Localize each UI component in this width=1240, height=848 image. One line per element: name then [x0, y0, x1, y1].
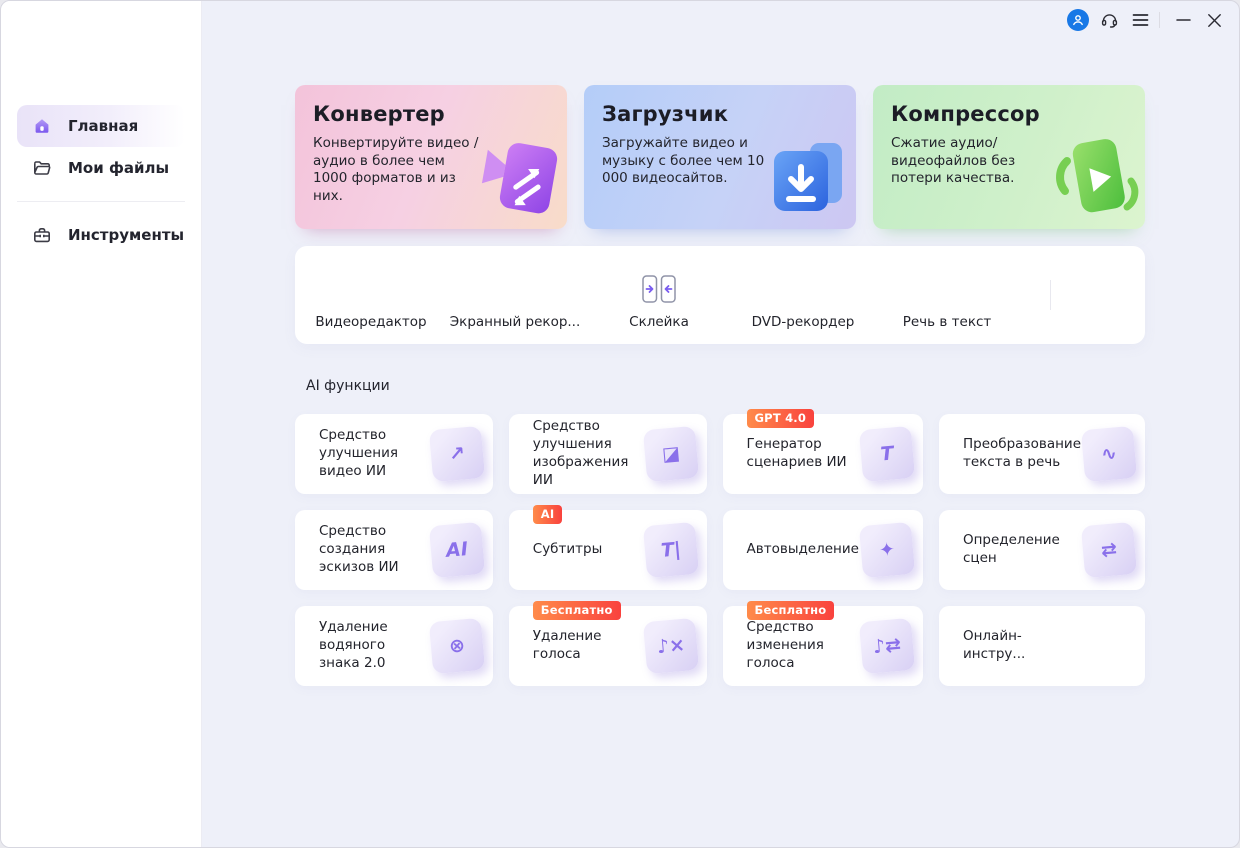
- feature-cards-row: Конвертер Конвертируйте видео / аудио в …: [295, 85, 1145, 229]
- compressor-description: Сжатие аудио/ видеофайлов без потери кач…: [891, 135, 1016, 187]
- ai-card-title: Автовыделение: [746, 541, 859, 558]
- merge-icon: [640, 269, 678, 305]
- ai-card-thumbnail-maker[interactable]: Средство создания эскизов ИИ AI: [295, 510, 493, 590]
- ai-card-script-generator[interactable]: GPT 4.0 Генератор сценариев ИИ T: [722, 409, 923, 494]
- ai-section-label: AI функции: [306, 378, 390, 394]
- downloader-3d-icon: [758, 125, 854, 229]
- ai-card-online-tools[interactable]: Онлайн-инстру...: [938, 606, 1145, 686]
- subtitles-icon: T|: [642, 521, 699, 579]
- ai-card-text-to-speech[interactable]: Преобразование текста в речь ∿: [938, 414, 1145, 494]
- ai-card-scene-detection[interactable]: Определение сцен ⇄: [938, 510, 1145, 590]
- ai-card-image-enhancer[interactable]: Средство улучшения изображения ИИ ◪: [508, 414, 707, 494]
- ai-card-title: Средство создания эскизов ИИ: [319, 523, 399, 575]
- gpt-badge: GPT 4.0: [746, 409, 815, 428]
- sidebar-item-home[interactable]: Главная: [17, 105, 185, 147]
- tool-label: Речь в текст: [902, 314, 992, 330]
- titlebar: [1067, 9, 1225, 31]
- tool-label: DVD-рекордер: [751, 314, 855, 330]
- ai-badge: AI: [532, 505, 563, 524]
- ai-card-auto-highlight[interactable]: Автовыделение ✦: [722, 510, 923, 590]
- voice-changer-icon: ♪⇄: [858, 617, 916, 675]
- sidebar-item-label: Главная: [68, 117, 139, 135]
- menu-icon[interactable]: [1129, 9, 1151, 31]
- tool-label: Склейка: [629, 314, 689, 330]
- ai-card-title: Генератор сценариев ИИ: [746, 436, 847, 470]
- tool-label: Видеоредактор: [315, 314, 427, 330]
- tools-divider: [1050, 280, 1051, 310]
- ai-card-vocal-remover[interactable]: Бесплатно Удаление голоса ♪×: [508, 601, 707, 686]
- tool-speech-to-text[interactable]: Речь в текст: [875, 269, 1019, 330]
- thumbnail-maker-icon: AI: [428, 521, 485, 579]
- titlebar-separator: [1159, 12, 1160, 28]
- toolbox-icon: [31, 224, 53, 246]
- converter-description: Конвертируйте видео / аудио в более чем …: [313, 135, 479, 204]
- ai-card-voice-changer[interactable]: Бесплатно Средство изменения голоса ♪⇄: [722, 601, 923, 686]
- sidebar-divider: [17, 201, 185, 202]
- script-generator-icon: T: [858, 425, 916, 483]
- scene-detection-icon: ⇄: [1080, 521, 1138, 579]
- minimize-button[interactable]: [1172, 9, 1194, 31]
- tool-merge[interactable]: Склейка: [587, 269, 731, 330]
- ai-card-title: Преобразование текста в речь: [962, 436, 1081, 470]
- close-button[interactable]: [1203, 9, 1225, 31]
- ai-card-title: Удаление голоса: [532, 628, 602, 662]
- free-badge: Бесплатно: [746, 601, 835, 620]
- text-to-speech-icon: ∿: [1080, 425, 1138, 483]
- home-icon: [31, 115, 53, 137]
- ai-card-title: Удаление водяного знака 2.0: [319, 619, 388, 671]
- tool-screen-recorder[interactable]: Экранный рекор...: [443, 269, 587, 330]
- downloader-card[interactable]: Загрузчик Загружайте видео и музыку с бо…: [584, 85, 856, 229]
- sidebar-item-tools[interactable]: Инструменты: [17, 214, 185, 256]
- ai-grid: Средство улучшения видео ИИ ↗ Средство у…: [295, 409, 1145, 686]
- ai-card-title: Средство улучшения изображения ИИ: [532, 418, 629, 488]
- ai-card-title: Онлайн-инстру...: [962, 628, 1026, 662]
- folder-icon: [31, 157, 53, 179]
- tool-dvd-burner[interactable]: DVD-рекордер: [731, 269, 875, 330]
- compressor-card[interactable]: Компрессор Сжатие аудио/ видеофайлов без…: [873, 85, 1145, 229]
- sidebar-item-my-files[interactable]: Мои файлы: [17, 149, 185, 187]
- watermark-remover-icon: ⊗: [428, 617, 485, 675]
- ai-card-title: Определение сцен: [962, 532, 1060, 566]
- tool-video-editor[interactable]: Видеоредактор: [299, 269, 443, 330]
- video-enhancer-icon: ↗: [428, 425, 485, 483]
- ai-card-title: Средство изменения голоса: [746, 619, 824, 671]
- downloader-description: Загружайте видео и музыку с более чем 10…: [602, 135, 765, 187]
- tool-label: Экранный рекор...: [449, 314, 581, 330]
- converter-card[interactable]: Конвертер Конвертируйте видео / аудио в …: [295, 85, 567, 229]
- ai-card-title: Средство улучшения видео ИИ: [319, 427, 398, 479]
- video-converter-3d-icon: [469, 125, 565, 229]
- compressor-title: Компрессор: [891, 102, 1040, 126]
- account-button[interactable]: [1067, 9, 1089, 31]
- support-headset-icon[interactable]: [1098, 9, 1120, 31]
- sidebar-item-label: Мои файлы: [68, 159, 170, 177]
- free-badge: Бесплатно: [532, 601, 621, 620]
- compressor-3d-icon: [1047, 125, 1143, 229]
- downloader-title: Загрузчик: [602, 102, 729, 126]
- tools-strip: Видеоредактор Экранный рекор...: [295, 246, 1145, 344]
- ai-card-subtitles[interactable]: AI Субтитры T|: [508, 505, 707, 590]
- sidebar: Главная Мои файлы Инструменты: [1, 1, 202, 847]
- ai-card-video-enhancer[interactable]: Средство улучшения видео ИИ ↗: [295, 414, 493, 494]
- ai-card-watermark-remover[interactable]: Удаление водяного знака 2.0 ⊗: [295, 606, 493, 686]
- ai-card-title: Субтитры: [532, 541, 603, 558]
- image-enhancer-icon: ◪: [642, 425, 699, 483]
- auto-highlight-icon: ✦: [858, 521, 916, 579]
- vocal-remover-icon: ♪×: [642, 617, 699, 675]
- main-area: Конвертер Конвертируйте видео / аудио в …: [202, 1, 1239, 847]
- sidebar-item-label: Инструменты: [68, 226, 185, 244]
- converter-title: Конвертер: [313, 102, 445, 126]
